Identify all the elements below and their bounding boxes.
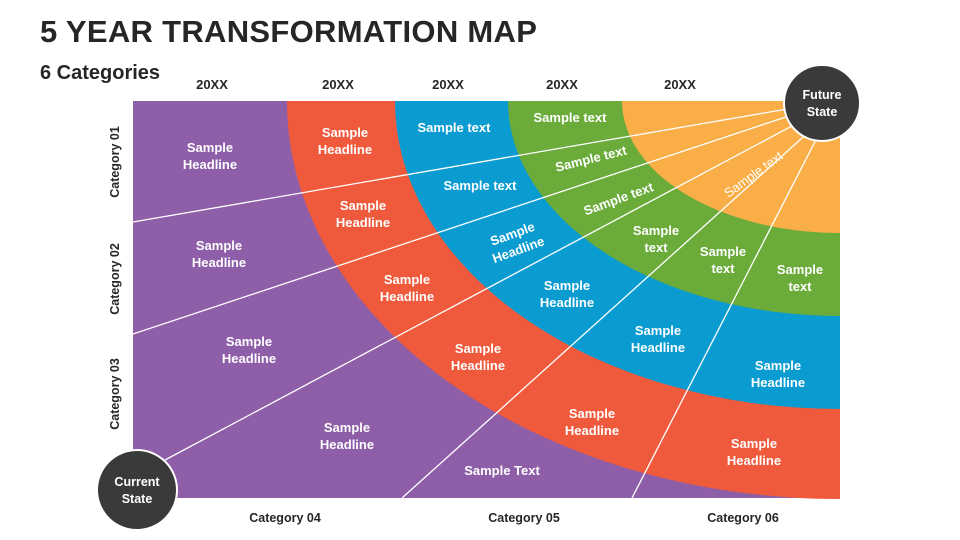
divider-line	[631, 127, 823, 499]
divider-line	[401, 119, 823, 499]
divider-line	[132, 102, 823, 223]
purple-labels: Sample Headline Sample Headline Sample Head…	[183, 140, 541, 478]
red-labels: Sample Headline Sample Headline Sample Head…	[318, 125, 781, 468]
green-label: Sample text	[633, 223, 679, 255]
year-label: 20XX	[322, 77, 354, 92]
current-state-circle	[96, 449, 178, 531]
green-label: Sample text	[777, 262, 823, 294]
category-label: Category 03	[108, 358, 122, 430]
red-label: Sample Headline	[380, 272, 434, 304]
year-label: 20XX	[196, 77, 228, 92]
future-state-label: Future State	[803, 88, 842, 119]
category-label: Category 04	[249, 511, 321, 525]
future-state-node: Future State	[783, 64, 861, 142]
category-label: Category 05	[488, 511, 560, 525]
year-label: 20XX	[546, 77, 578, 92]
purple-label: Sample Headline	[192, 238, 246, 270]
category-label: Category 06	[707, 511, 779, 525]
blue-label: Sample text	[418, 120, 492, 135]
year-label: 20XX	[664, 77, 696, 92]
green-label: Sample text	[700, 244, 746, 276]
purple-label: Sample Headline	[320, 420, 374, 452]
bands	[133, 101, 840, 499]
purple-label: Sample Headline	[222, 334, 276, 366]
year-label: 20XX	[432, 77, 464, 92]
divider-line	[132, 104, 823, 335]
x-category-labels: Category 04 Category 05 Category 06	[249, 511, 779, 525]
y-category-labels: Category 01 Category 02 Category 03	[108, 126, 122, 430]
green-label: Sample text	[534, 110, 608, 125]
red-label: Sample Headline	[336, 198, 390, 230]
category-label: Category 02	[108, 243, 122, 315]
page-title: 5 YEAR TRANSFORMATION MAP	[40, 14, 538, 49]
purple-label: Sample Text	[464, 463, 540, 478]
red-label: Sample Headline	[727, 436, 781, 468]
divider-lines	[132, 102, 823, 499]
red-label: Sample Headline	[318, 125, 372, 157]
current-state-label: Current State	[114, 475, 160, 506]
year-labels: 20XX 20XX 20XX 20XX 20XX	[196, 77, 696, 92]
divider-line	[164, 109, 823, 461]
future-state-circle	[783, 64, 861, 142]
blue-label: Sample text	[444, 178, 518, 193]
red-label: Sample Headline	[451, 341, 505, 373]
page-subtitle: 6 Categories	[40, 62, 161, 84]
current-state-node: Current State	[96, 449, 178, 531]
purple-label: Sample Headline	[183, 140, 237, 172]
category-label: Category 01	[108, 126, 122, 198]
red-label: Sample Headline	[565, 406, 619, 438]
